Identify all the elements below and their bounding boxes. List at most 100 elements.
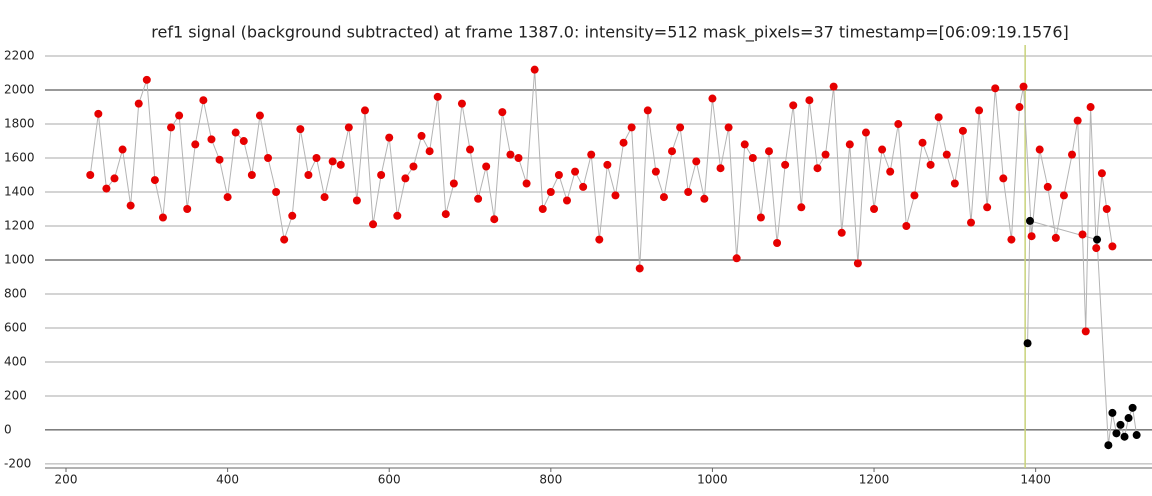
data-point (401, 174, 410, 183)
data-point (1007, 235, 1016, 244)
data-point (1025, 216, 1034, 225)
data-point (740, 140, 749, 149)
data-point (870, 204, 879, 213)
y-tick-label: 2200 (4, 49, 35, 63)
data-point (878, 145, 887, 154)
data-point (546, 188, 555, 197)
data-point (926, 160, 935, 169)
y-tick-label: 1800 (4, 117, 35, 131)
y-tick-label: 1200 (4, 218, 35, 232)
data-point (280, 235, 289, 244)
data-point (958, 126, 967, 135)
data-point (950, 179, 959, 188)
data-point (239, 137, 248, 146)
x-tick-label: 800 (539, 473, 562, 487)
data-point (700, 194, 709, 203)
data-point (393, 211, 402, 220)
y-tick-label: 800 (4, 286, 27, 300)
data-point (1078, 230, 1087, 239)
data-point (764, 147, 773, 156)
data-point (94, 109, 103, 118)
data-point (579, 182, 588, 191)
data-point (894, 120, 903, 129)
data-point (183, 204, 192, 213)
data-point (191, 140, 200, 149)
data-point (466, 145, 475, 154)
data-point (223, 193, 232, 202)
data-point (506, 150, 515, 159)
data-point (748, 154, 757, 163)
data-point (619, 138, 628, 147)
data-point (571, 167, 580, 176)
data-point (603, 160, 612, 169)
y-tick-label: 1400 (4, 185, 35, 199)
data-point (1068, 150, 1077, 159)
data-point (861, 128, 870, 137)
series-line (89, 69, 1113, 332)
data-point (530, 65, 539, 74)
data-point (611, 191, 620, 200)
data-point (1102, 204, 1111, 213)
data-point (1128, 403, 1137, 412)
data-point (1112, 429, 1121, 438)
x-tick-label: 1200 (859, 473, 890, 487)
data-point (595, 235, 604, 244)
data-point (756, 213, 765, 222)
data-point (821, 150, 830, 159)
data-point (659, 193, 668, 202)
data-point (328, 157, 337, 166)
data-point (312, 154, 321, 163)
data-point (231, 128, 240, 137)
data-point (264, 154, 273, 163)
data-point (1093, 235, 1102, 244)
data-point (1108, 408, 1117, 417)
data-point (344, 123, 353, 132)
data-point (975, 106, 984, 115)
data-point (1104, 441, 1113, 450)
data-point (102, 184, 111, 193)
data-point (360, 106, 369, 115)
data-point (352, 196, 361, 205)
data-point (562, 196, 571, 205)
data-point (853, 259, 862, 268)
data-point (255, 111, 264, 120)
y-tick-label: 400 (4, 354, 27, 368)
data-point (1035, 145, 1044, 154)
data-point (813, 164, 822, 173)
data-point (272, 188, 281, 197)
data-point (1108, 242, 1117, 251)
data-point (676, 123, 685, 132)
y-tick-label: 2000 (4, 83, 35, 97)
data-point (336, 160, 345, 169)
data-point (474, 194, 483, 203)
x-tick-label: 200 (55, 473, 78, 487)
data-point (1132, 431, 1141, 440)
data-point (134, 99, 143, 108)
data-point (175, 111, 184, 120)
data-point (781, 160, 790, 169)
data-point (716, 164, 725, 173)
data-point (385, 133, 394, 142)
data-point (845, 140, 854, 149)
data-point (1051, 233, 1060, 242)
y-tick-label: -200 (4, 456, 31, 470)
data-point (805, 96, 814, 105)
data-point (1023, 339, 1032, 348)
data-point (773, 238, 782, 247)
data-point (1097, 169, 1106, 178)
data-point (902, 221, 911, 230)
data-point (886, 167, 895, 176)
data-point (490, 215, 499, 224)
data-point (320, 193, 329, 202)
data-point (1059, 191, 1068, 200)
data-point (86, 171, 95, 180)
data-point (1027, 232, 1036, 241)
data-point (441, 210, 450, 219)
data-point (797, 203, 806, 212)
series-line (1027, 220, 1138, 446)
data-point (1086, 103, 1095, 112)
y-tick-label: 600 (4, 320, 27, 334)
data-point (498, 108, 507, 117)
